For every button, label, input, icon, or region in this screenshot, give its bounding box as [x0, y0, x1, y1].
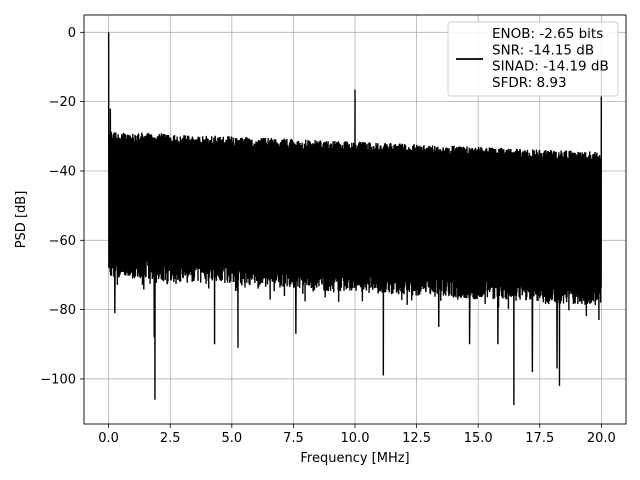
legend-sfdr-text: SFDR: 8.93	[492, 75, 567, 91]
legend: ENOB: -2.65 bits SNR: -14.15 dB SINAD: -…	[447, 21, 619, 97]
x-tick-label: 20.0	[587, 431, 616, 446]
plot-area	[107, 32, 603, 405]
x-tick-label: 2.5	[160, 431, 181, 446]
x-tick-label: 10.0	[341, 431, 370, 446]
legend-snr-text: SNR: -14.15 dB	[492, 42, 594, 58]
x-tick-label: 5.0	[221, 431, 242, 446]
x-tick-label: 15.0	[464, 431, 493, 446]
legend-sinad-text: SINAD: -14.19 dB	[492, 59, 609, 75]
y-axis-label: PSD [dB]	[14, 191, 29, 249]
y-tick-label: 0	[68, 26, 76, 41]
x-tick-label: 0.0	[98, 431, 119, 446]
x-tick-label: 7.5	[283, 431, 304, 446]
x-tick-label: 12.5	[402, 431, 431, 446]
y-tick-label: −20	[49, 95, 76, 110]
y-tick-label: −40	[49, 164, 76, 179]
y-tick-label: −80	[49, 303, 76, 318]
x-axis-label: Frequency [MHz]	[300, 451, 409, 466]
legend-box	[447, 21, 619, 97]
y-tick-label: −100	[40, 372, 76, 387]
axis-ticks: 0.0 2.5 5.0 7.5 10.0 12.5 15.0 17.5 20.0 0 −20 −40 −…	[40, 26, 616, 446]
y-tick-label: −60	[49, 234, 76, 249]
x-tick-label: 17.5	[525, 431, 554, 446]
legend-enob-text: ENOB: -2.65 bits	[492, 26, 603, 42]
psd-series-line	[107, 32, 603, 405]
